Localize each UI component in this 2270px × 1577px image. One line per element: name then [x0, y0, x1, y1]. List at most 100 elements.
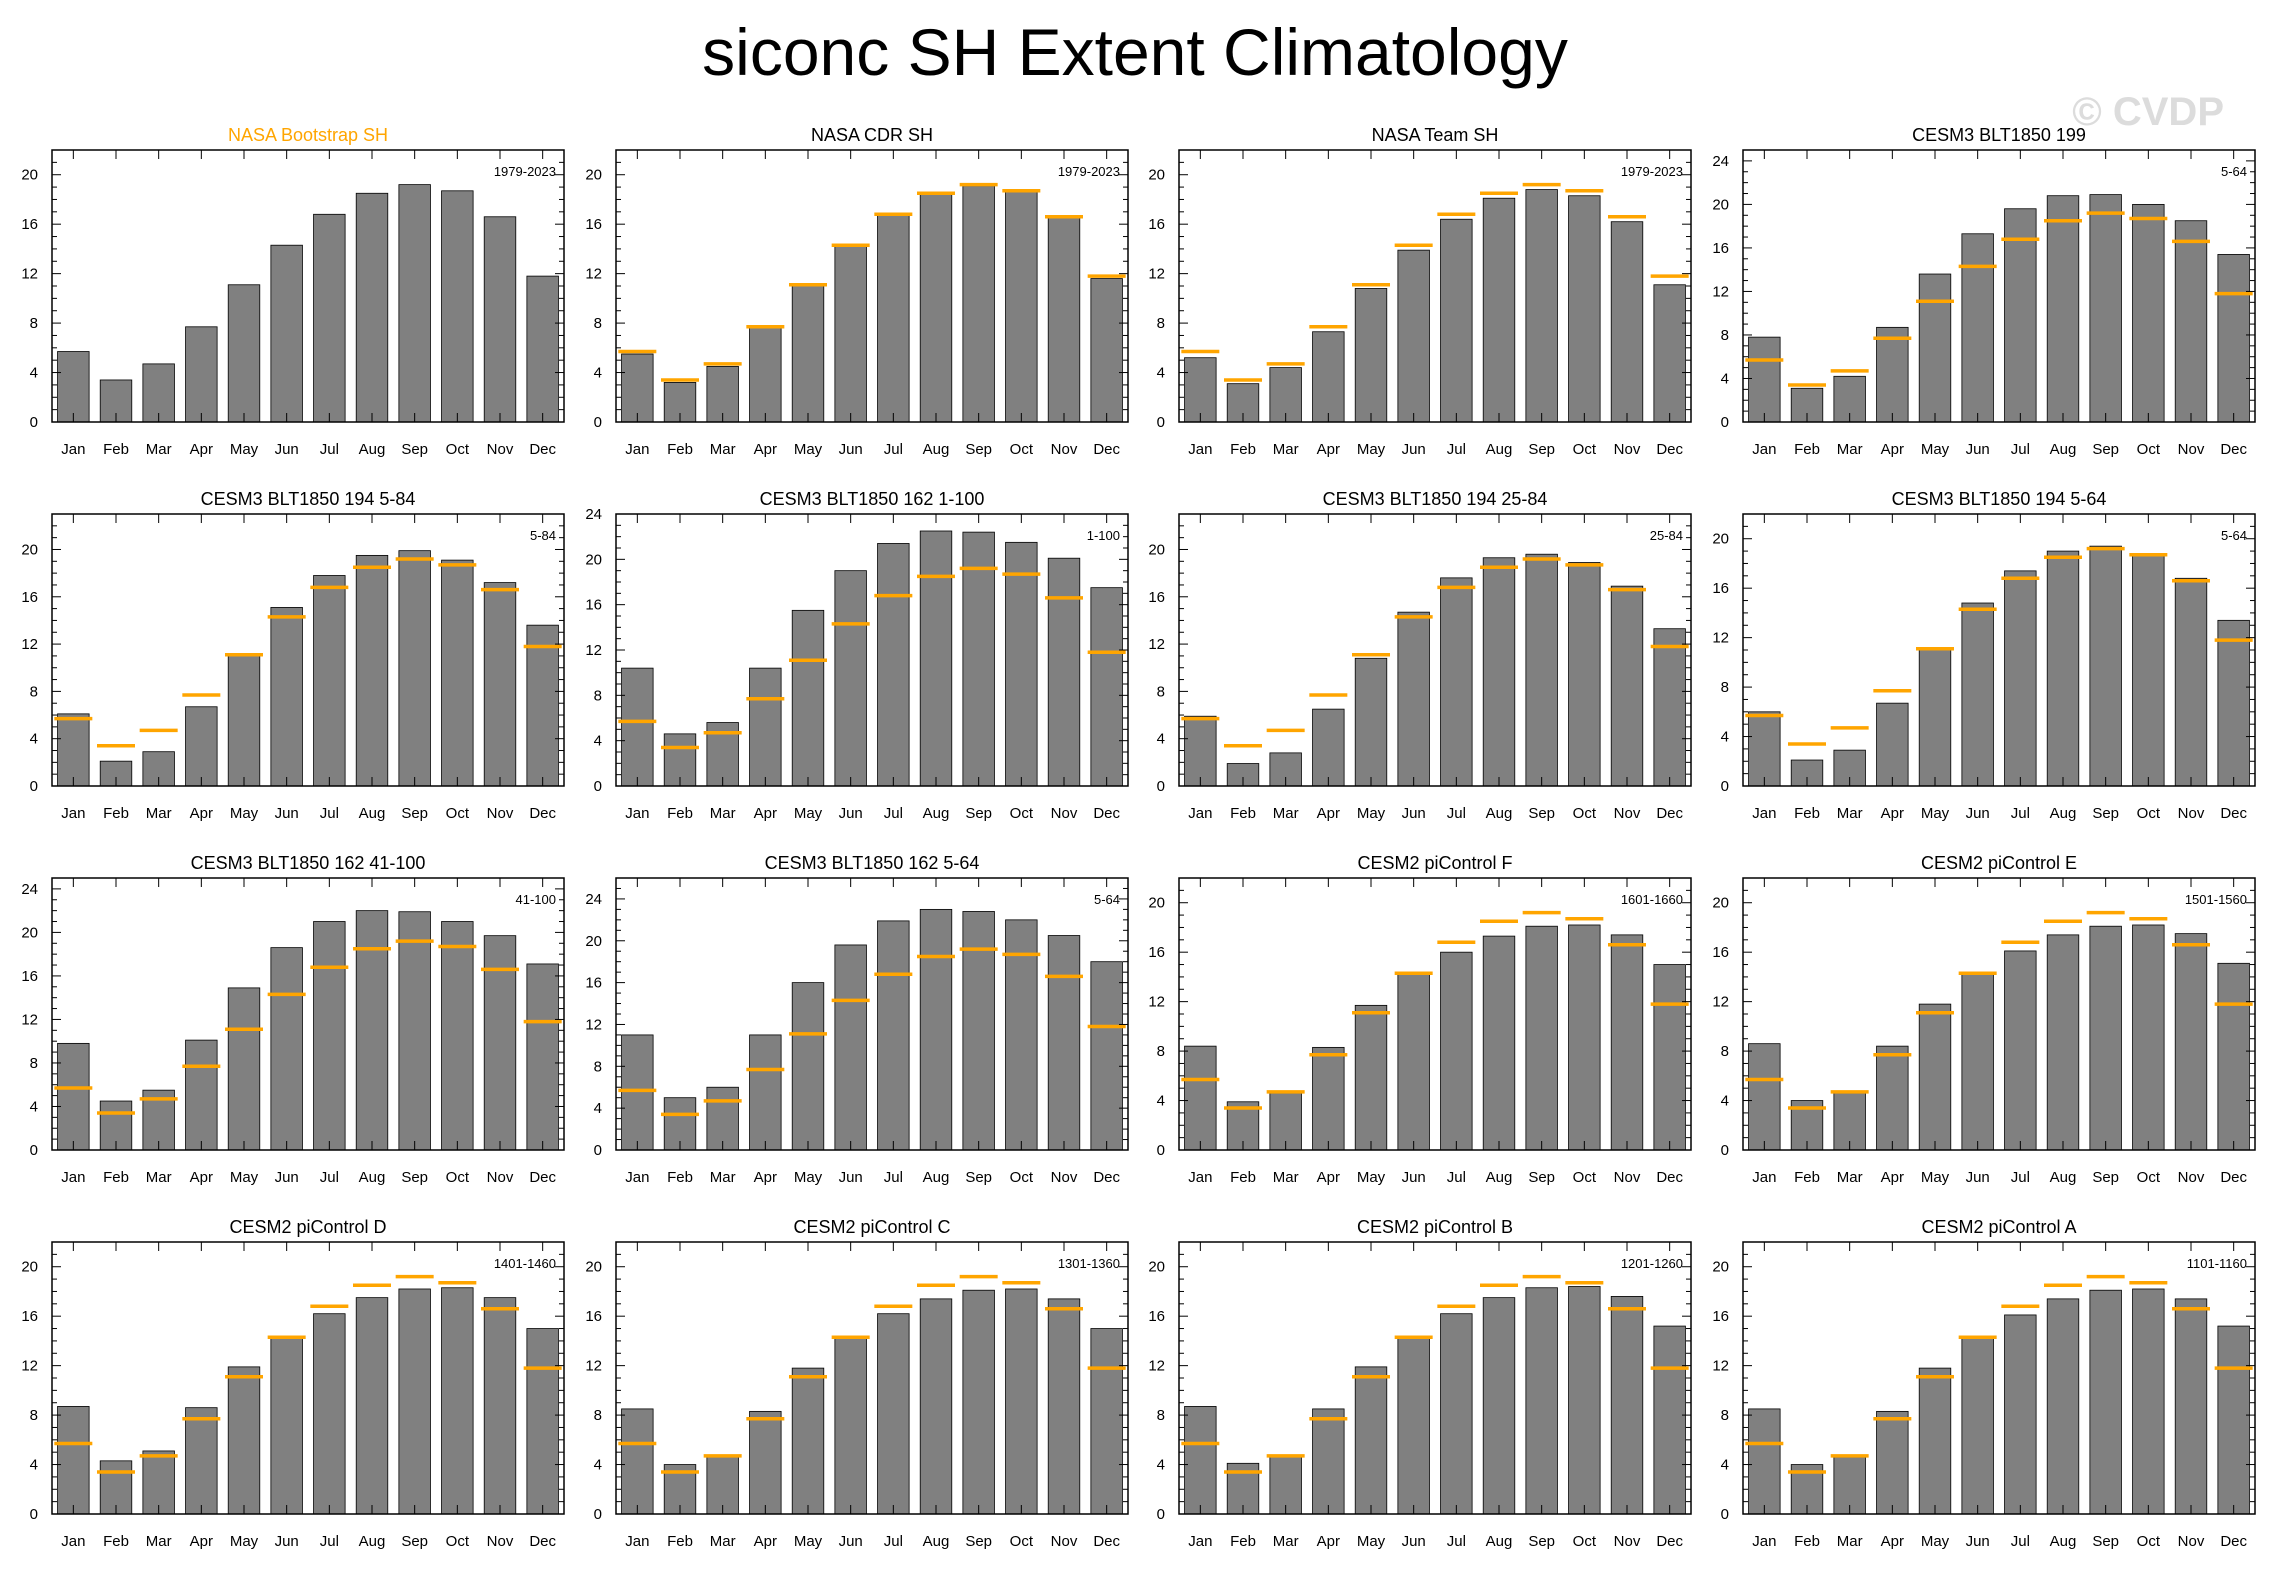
x-tick-label: Aug: [2050, 805, 2077, 822]
x-tick-label: Oct: [446, 1533, 470, 1550]
y-tick-label: 0: [1721, 1142, 1729, 1159]
period-label: 25-84: [1650, 528, 1683, 543]
bar: [1184, 357, 1217, 423]
x-tick-label: Oct: [446, 1169, 470, 1186]
bar: [1876, 1410, 1909, 1515]
bar: [1918, 1367, 1952, 1515]
y-tick-label: 0: [1157, 1506, 1165, 1523]
x-tick-label: Feb: [1794, 1169, 1820, 1186]
bar: [313, 1313, 346, 1515]
y-tick-label: 4: [1721, 1093, 1729, 1110]
x-tick-label: Oct: [1010, 441, 1034, 458]
bar: [2217, 1325, 2250, 1515]
x-tick-label: Mar: [710, 441, 736, 458]
bar: [1653, 628, 1686, 787]
panel-title: NASA Team SH: [1372, 125, 1499, 145]
bar: [398, 1288, 431, 1515]
bar: [1397, 611, 1430, 787]
x-tick-label: Nov: [1051, 1533, 1078, 1550]
x-tick-label: May: [230, 1533, 259, 1550]
y-tick-label: 8: [30, 315, 38, 332]
bar: [1961, 602, 1994, 787]
bar: [1440, 951, 1473, 1151]
x-tick-label: Feb: [667, 1533, 693, 1550]
bar: [2217, 619, 2250, 787]
x-tick-label: Jun: [1966, 441, 1990, 458]
bar: [1525, 553, 1558, 787]
x-tick-label: Dec: [2220, 441, 2247, 458]
x-tick-label: Jul: [2011, 441, 2030, 458]
y-tick-label: 20: [21, 1259, 38, 1276]
y-tick-label: 4: [1157, 731, 1165, 748]
bar: [270, 607, 303, 787]
y-tick-label: 20: [1712, 895, 1729, 912]
x-tick-label: Mar: [1273, 805, 1299, 822]
x-tick-label: Jan: [1752, 1533, 1776, 1550]
panel-chart: NASA CDR SH 0 4 8 12 16 20 Jan Feb Mar Apr May Jun Ju…: [585, 125, 1129, 458]
bar: [834, 570, 867, 787]
bar: [57, 1406, 90, 1515]
x-tick-label: Aug: [2050, 441, 2077, 458]
bar: [1354, 657, 1388, 787]
x-tick-label: Mar: [1837, 1169, 1863, 1186]
y-tick-label: 12: [21, 1011, 38, 1028]
period-label: 5-64: [1094, 892, 1120, 907]
y-tick-label: 4: [1721, 729, 1729, 746]
x-tick-label: May: [1357, 1169, 1386, 1186]
x-tick-label: May: [230, 441, 259, 458]
bar: [526, 1328, 559, 1515]
bar: [1440, 1313, 1473, 1515]
x-tick-label: Nov: [1614, 805, 1641, 822]
bar: [483, 582, 517, 787]
y-tick-label: 0: [1157, 414, 1165, 431]
x-tick-label: Apr: [1317, 1533, 1340, 1550]
x-tick-label: Feb: [667, 441, 693, 458]
y-tick-label: 20: [1712, 1259, 1729, 1276]
x-tick-label: Aug: [1486, 1169, 1513, 1186]
x-tick-label: Mar: [146, 805, 172, 822]
x-tick-label: Jan: [1188, 1169, 1212, 1186]
y-tick-label: 20: [1148, 167, 1165, 184]
y-tick-label: 8: [1157, 315, 1165, 332]
x-tick-label: Dec: [529, 1533, 556, 1550]
bar: [185, 706, 218, 787]
bar: [919, 1298, 953, 1515]
y-tick-label: 12: [1148, 636, 1165, 653]
x-tick-label: Nov: [487, 1533, 514, 1550]
x-tick-label: Oct: [2137, 805, 2161, 822]
bar: [706, 365, 739, 423]
y-tick-label: 8: [1721, 679, 1729, 696]
x-tick-label: Mar: [146, 1533, 172, 1550]
y-tick-label: 12: [585, 1358, 602, 1375]
y-tick-label: 4: [30, 1098, 38, 1115]
x-tick-label: Feb: [1794, 1533, 1820, 1550]
panel-chart: CESM2 piControl F 0 4 8 12 16 20 Jan Feb Mar Apr Ma…: [1148, 853, 1692, 1186]
bar: [1184, 1406, 1217, 1515]
x-tick-label: Jul: [320, 1169, 339, 1186]
bar: [1312, 708, 1345, 787]
x-tick-label: Jan: [61, 805, 85, 822]
y-tick-label: 16: [585, 1308, 602, 1325]
bar: [791, 982, 825, 1151]
y-tick-label: 16: [1712, 944, 1729, 961]
bar: [1918, 273, 1952, 423]
bar: [2174, 1298, 2208, 1515]
y-tick-label: 16: [1148, 216, 1165, 233]
x-tick-label: Oct: [2137, 441, 2161, 458]
panel-title: CESM3 BLT1850 194 5-64: [1892, 489, 2107, 509]
y-tick-label: 0: [594, 778, 602, 795]
y-tick-label: 24: [585, 506, 602, 523]
bar: [834, 944, 867, 1151]
panel-chart: CESM2 piControl A 0 4 8 12 16 20 Jan Feb Mar Apr Ma…: [1712, 1217, 2256, 1550]
x-tick-label: Nov: [2178, 1533, 2205, 1550]
period-label: 1-100: [1087, 528, 1120, 543]
y-tick-label: 4: [594, 365, 602, 382]
plot-frame: [1178, 513, 1692, 787]
panel-chart: NASA Bootstrap SH 0 4 8 12 16 20 Jan Feb Mar Apr Ma…: [21, 125, 565, 458]
x-tick-label: Dec: [1656, 805, 1683, 822]
bar: [142, 1450, 175, 1515]
y-tick-label: 16: [1148, 1308, 1165, 1325]
bar: [355, 192, 389, 423]
y-tick-label: 20: [585, 933, 602, 950]
bar: [1482, 1297, 1516, 1515]
